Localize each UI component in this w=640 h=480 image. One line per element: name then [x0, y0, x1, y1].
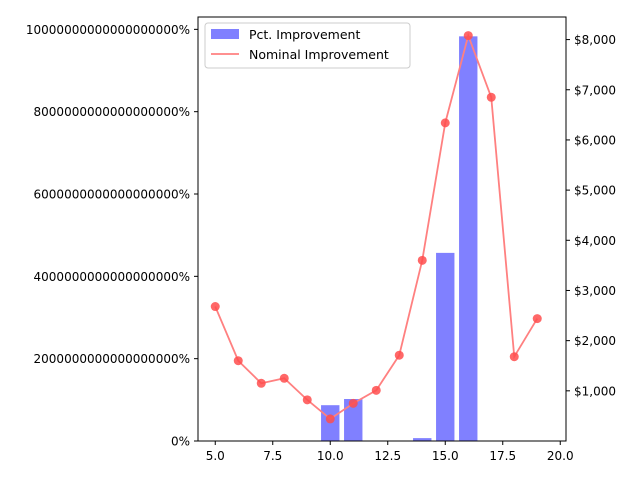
x-tick-label: 17.5: [489, 449, 516, 463]
y-right-tick-label: $4,000: [574, 234, 616, 248]
line-point: [463, 31, 473, 41]
bar-series: [321, 36, 478, 442]
bar: [413, 438, 432, 441]
line-series: [210, 31, 542, 424]
legend: Pct. Improvement Nominal Improvement: [204, 22, 411, 69]
line-point: [371, 385, 381, 395]
y-left-tick-label: 8000000000000000000%: [34, 105, 190, 119]
plot-frame: [197, 16, 567, 442]
line-point: [210, 302, 220, 312]
x-tick-label: 12.5: [374, 449, 401, 463]
axes: 5.0 7.5 10.0 12.5 15.0 17.5 20.0 0% 200000000000…: [26, 16, 616, 463]
legend-swatch-bar: [211, 29, 239, 39]
bar: [459, 36, 478, 442]
x-tick-label: 5.0: [206, 449, 225, 463]
y-left-tick-label: 6000000000000000000%: [34, 188, 190, 202]
line-point: [532, 314, 542, 324]
bar: [344, 399, 363, 441]
legend-label-bar: Pct. Improvement: [249, 27, 360, 42]
x-tick-label: 10.0: [317, 449, 344, 463]
y-right-tick-label: $1,000: [574, 384, 616, 398]
y-right-tick-label: $3,000: [574, 284, 616, 298]
y-right-tick-label: $7,000: [574, 83, 616, 97]
y-right-tick-label: $8,000: [574, 33, 616, 47]
line-point: [279, 373, 289, 383]
x-tick-label: 15.0: [432, 449, 459, 463]
x-tick-label: 7.5: [263, 449, 282, 463]
y-left-tick-label: 2000000000000000000%: [34, 352, 190, 366]
line-point: [302, 395, 312, 405]
line-point: [417, 255, 427, 265]
line-point: [394, 350, 404, 360]
x-tick-label: 20.0: [547, 449, 574, 463]
y-right-tick-label: $5,000: [574, 184, 616, 198]
line-point: [325, 414, 335, 424]
y-right-tick-label: $2,000: [574, 334, 616, 348]
y-left-tick-label: 10000000000000000000%: [26, 23, 190, 37]
line-point: [486, 92, 496, 102]
line-point: [440, 118, 450, 128]
line-point: [348, 398, 358, 408]
line-point: [233, 356, 243, 366]
y-right-tick-label: $6,000: [574, 133, 616, 147]
y-left-tick-label: 4000000000000000000%: [34, 270, 190, 284]
nominal-line: [214, 32, 539, 421]
legend-box: [204, 22, 411, 69]
line-point: [256, 378, 266, 388]
bar: [436, 252, 455, 441]
line-point: [509, 352, 519, 362]
legend-label-line: Nominal Improvement: [249, 47, 389, 62]
y-left-tick-label: 0%: [171, 435, 190, 449]
